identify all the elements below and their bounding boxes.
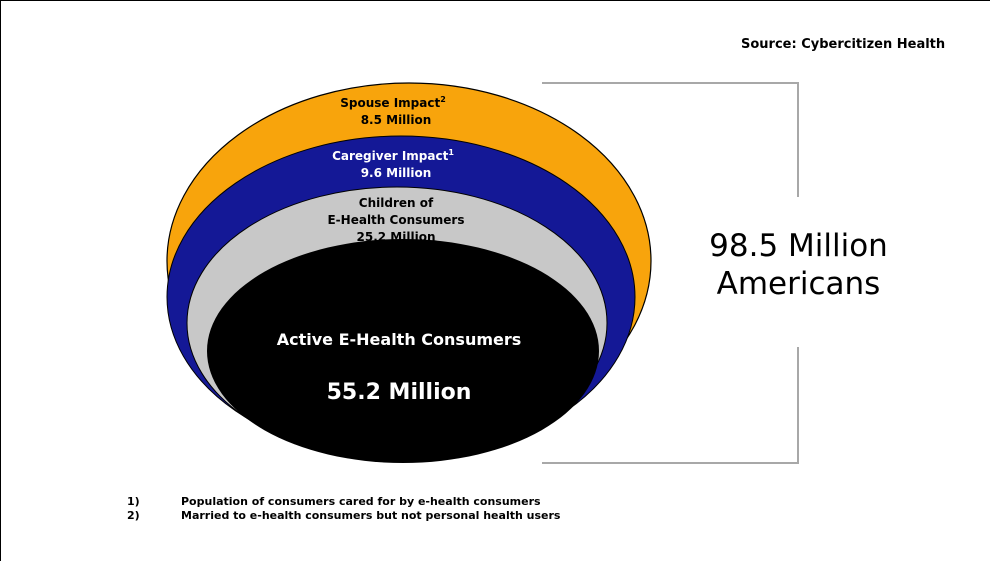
footnote-number: 1) (127, 495, 140, 508)
footnote-text: Married to e-health consumers but not pe… (181, 509, 561, 522)
active-consumers-label: Active E-Health Consumers (277, 330, 522, 349)
spouse-impact-label: Spouse Impact2 (340, 95, 446, 110)
active-consumers-ellipse (207, 239, 599, 463)
caregiver-impact-label: Caregiver Impact1 (332, 148, 454, 163)
footnote-number: 2) (127, 509, 140, 522)
footnote-2: 2) Married to e-health consumers but not… (127, 509, 560, 523)
caregiver-impact-value: 9.6 Million (361, 166, 432, 180)
footnote-text: Population of consumers cared for by e-h… (181, 495, 541, 508)
total-unit: Americans (716, 266, 881, 302)
total-bracket-bottom (542, 347, 799, 464)
source-label: Source: Cybercitizen Health (741, 37, 946, 52)
total-value: 98.5 Million (709, 228, 888, 264)
footnotes: 1) Population of consumers cared for by … (127, 495, 560, 523)
children-label-line1: Children of (359, 196, 434, 210)
children-label-line2: E-Health Consumers (327, 213, 464, 227)
footnote-1: 1) Population of consumers cared for by … (127, 495, 560, 509)
active-consumers-value: 55.2 Million (327, 380, 472, 405)
total-label: 98.5 Million Americans (666, 227, 931, 303)
children-value: 25.2 Million (357, 230, 436, 244)
total-bracket-top (542, 82, 799, 197)
spouse-impact-value: 8.5 Million (361, 113, 432, 127)
